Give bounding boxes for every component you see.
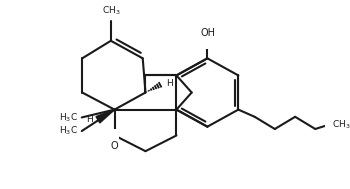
Text: OH: OH — [200, 29, 215, 39]
Text: H$_3$C: H$_3$C — [59, 111, 78, 124]
Text: CH$_3$: CH$_3$ — [102, 5, 120, 17]
Text: H: H — [166, 79, 173, 88]
Text: H: H — [86, 115, 93, 124]
Polygon shape — [96, 110, 114, 123]
Text: O: O — [111, 141, 118, 151]
Text: OH: OH — [200, 38, 215, 48]
Text: CH$_3$: CH$_3$ — [332, 119, 350, 131]
Text: H$_3$C: H$_3$C — [59, 125, 78, 137]
Text: O: O — [111, 130, 118, 140]
